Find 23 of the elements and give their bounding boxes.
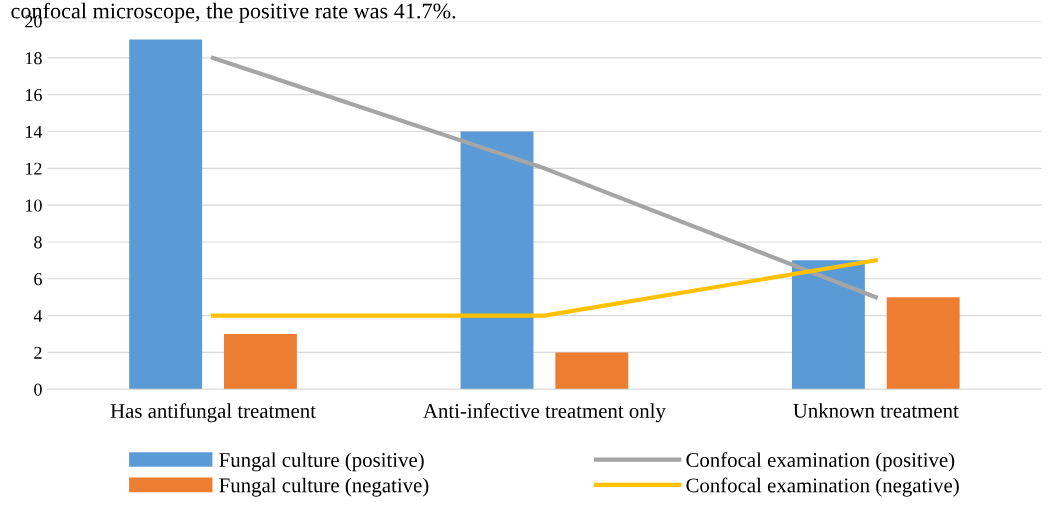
y-tick-label: 4 xyxy=(33,309,43,322)
bar xyxy=(460,131,534,390)
legend-label: Fungal culture (negative) xyxy=(219,477,429,497)
x-tick-label: Anti-infective treatment only xyxy=(423,403,666,423)
y-tick-label: 8 xyxy=(34,236,42,249)
y-tick-label: 0 xyxy=(34,383,42,396)
legend-label: Fungal culture (positive) xyxy=(219,452,424,472)
y-tick-label: 2 xyxy=(34,346,42,359)
bar xyxy=(223,334,297,390)
legend-label: Confocal examination (positive) xyxy=(686,452,955,472)
y-tick-label: 10 xyxy=(26,199,42,212)
y-tick-label: 14 xyxy=(26,125,43,138)
bar xyxy=(791,260,865,390)
y-tick-label: 12 xyxy=(26,162,42,175)
y-tick-label: 6 xyxy=(34,273,42,286)
bar xyxy=(886,297,960,390)
bar xyxy=(129,39,203,390)
x-tick-label: Has antifungal treatment xyxy=(110,403,316,423)
y-tick-label: 18 xyxy=(26,52,42,65)
bar xyxy=(555,352,629,390)
y-tick-label: 16 xyxy=(26,88,42,102)
legend-label: Confocal examination (negative) xyxy=(686,477,959,497)
x-tick-label: Unknown treatment xyxy=(793,403,959,418)
